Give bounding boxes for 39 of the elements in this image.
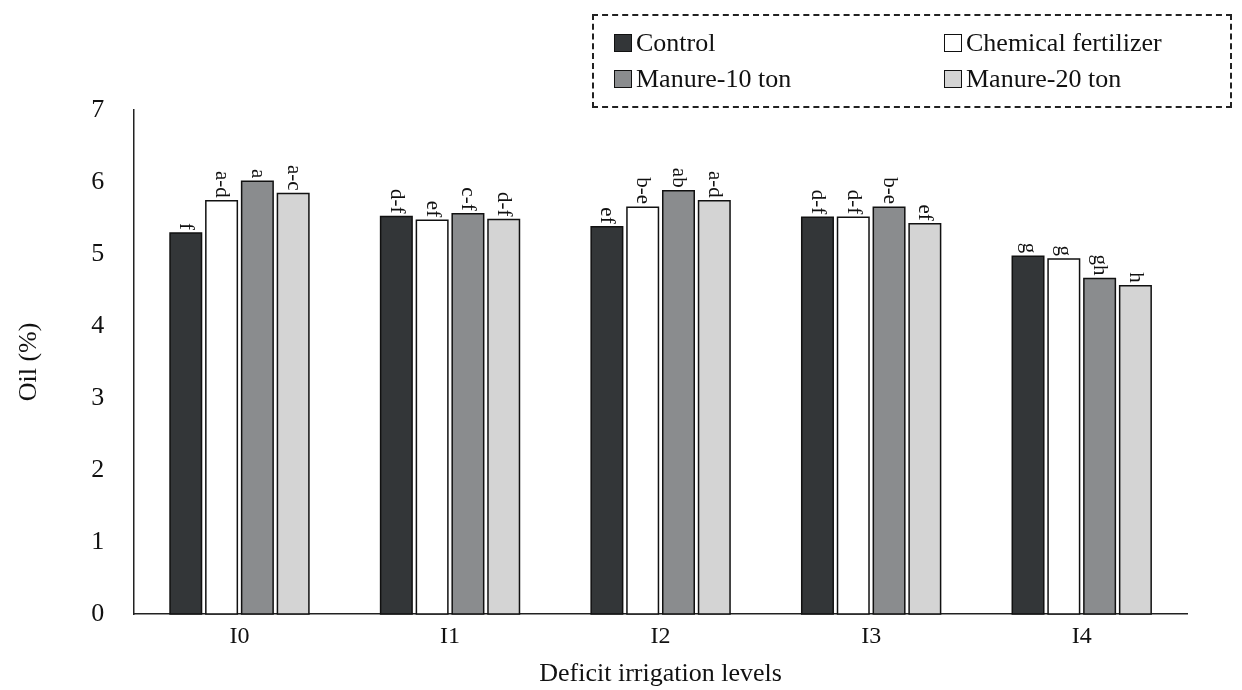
y-tick-label: 1	[91, 525, 105, 555]
y-tick-label: 5	[91, 237, 105, 267]
x-tick-label: I0	[229, 621, 250, 648]
data-label: h	[1124, 272, 1149, 284]
data-label: ef	[596, 207, 621, 224]
y-tick-label: 4	[91, 309, 105, 339]
data-label: d-f	[806, 189, 831, 215]
y-tick-label: 7	[91, 93, 105, 123]
y-axis-title: Oil (%)	[13, 322, 43, 402]
data-label: a	[246, 168, 271, 179]
x-tick-label: I2	[650, 621, 671, 648]
data-label: ef	[421, 200, 446, 218]
data-label: g	[1017, 242, 1042, 254]
data-label: b-e	[632, 177, 657, 205]
data-label: d-f	[385, 189, 410, 214]
x-axis-title: Deficit irrigation levels	[539, 658, 782, 688]
y-tick-label: 6	[91, 165, 105, 195]
data-label: g	[1053, 245, 1078, 257]
data-label: ab	[667, 167, 692, 188]
y-tick-label: 0	[91, 597, 105, 627]
data-label: a-d	[703, 170, 728, 199]
data-label: d-f	[842, 189, 867, 215]
x-tick-label: I3	[861, 621, 882, 648]
legend-label: Control	[636, 28, 716, 58]
data-label: a-c	[282, 164, 307, 191]
data-label: d-f	[493, 191, 518, 217]
y-tick-label: 2	[91, 453, 105, 483]
legend-label: Manure-10 ton	[636, 64, 792, 94]
data-label: f	[175, 223, 200, 231]
y-tick-label: 3	[91, 381, 105, 411]
data-label: b-e	[878, 177, 903, 205]
data-label: c-f	[457, 187, 482, 211]
legend-label: Manure-20 ton	[966, 64, 1122, 94]
x-tick-label: I4	[1071, 621, 1092, 648]
data-label: gh	[1089, 254, 1114, 276]
x-tick-label: I1	[440, 621, 461, 648]
legend-label: Chemical fertilizer	[966, 28, 1162, 58]
data-label: ef	[914, 204, 939, 221]
data-label: a-d	[211, 170, 236, 199]
